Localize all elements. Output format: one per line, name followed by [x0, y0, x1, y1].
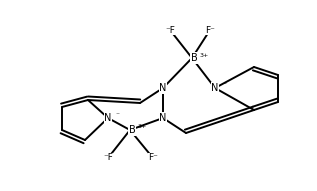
Text: ⁻: ⁻ [222, 80, 226, 90]
Text: 3+: 3+ [200, 53, 209, 57]
Text: ⁻F: ⁻F [103, 154, 113, 163]
Text: ⁻F: ⁻F [165, 26, 175, 35]
Text: F⁻: F⁻ [205, 26, 215, 35]
Text: N: N [159, 83, 167, 93]
Text: N: N [159, 113, 167, 123]
Text: B: B [129, 125, 135, 135]
Text: N: N [211, 83, 219, 93]
Text: ⁻: ⁻ [115, 111, 119, 120]
Text: 3+: 3+ [138, 125, 147, 129]
Text: B: B [191, 53, 197, 63]
Text: N: N [104, 113, 112, 123]
Text: F⁻: F⁻ [148, 154, 158, 163]
